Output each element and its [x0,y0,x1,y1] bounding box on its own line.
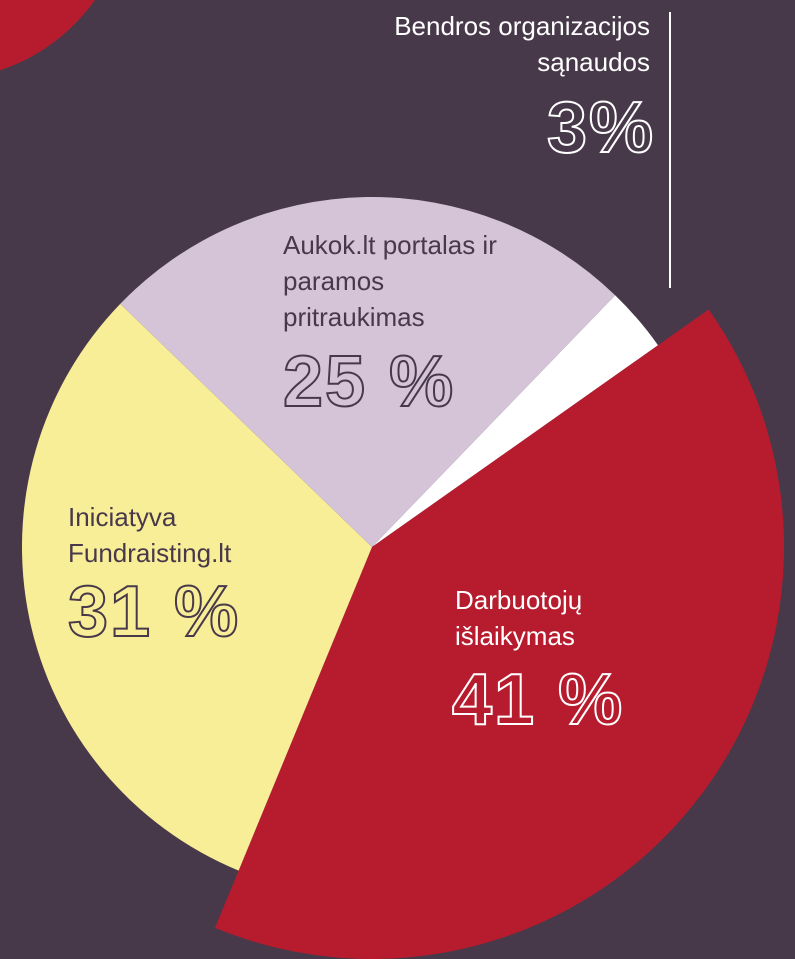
value-label: 41 % [451,659,625,741]
slice-label: Aukok.lt portalas ir paramos pritraukima… [283,230,497,332]
slice-label: Darbuotojų išlaikymas [455,585,583,651]
slice-label: Iniciatyva Fundraisting.lt [68,502,232,568]
value-label: 3% [546,87,655,169]
value-label: 31 % [67,571,241,653]
pie-slice [21,303,373,871]
decor-circle [0,0,95,71]
pie-slice [372,295,659,547]
slice-label: Bendros organizacijos sąnaudos [394,11,650,77]
value-label: 25 % [282,341,456,423]
pie-slice [214,309,784,959]
pie-slice [120,197,616,547]
